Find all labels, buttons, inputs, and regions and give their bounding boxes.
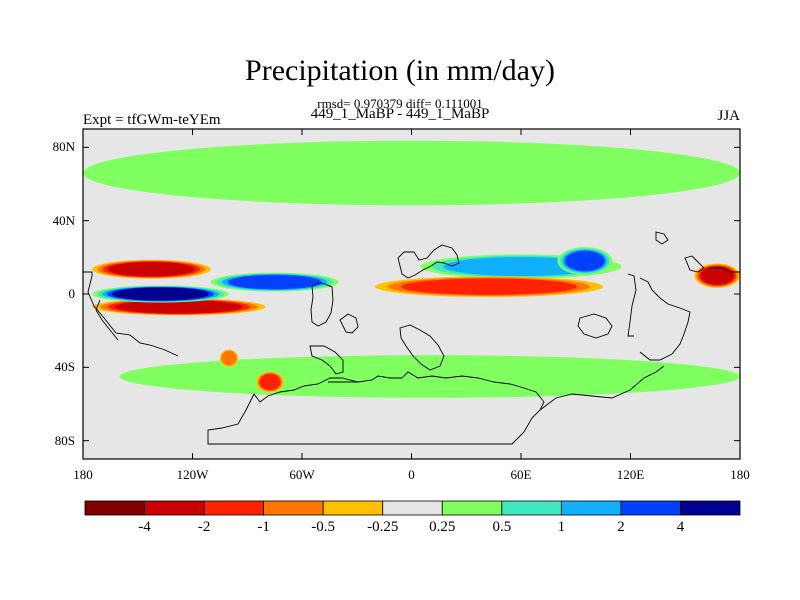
- x-tick-label: 120E: [616, 467, 645, 482]
- axis-ticks: [82, 129, 741, 459]
- colorbar-label: -4: [138, 519, 151, 535]
- colorbar-swatch: [620, 500, 681, 516]
- colorbar-label: -0.5: [311, 519, 336, 535]
- precip-anomaly-dry: [107, 261, 195, 277]
- y-tick-label: 0: [68, 286, 76, 301]
- stats-line: rmsd= 0.970379 diff= 0.111001: [317, 96, 483, 111]
- precip-field: [83, 129, 740, 459]
- colorbar-label: 0.25: [429, 519, 456, 535]
- precip-anomaly-dry: [115, 300, 243, 314]
- colorbar-swatch: [84, 500, 145, 516]
- colorbar-swatch: [501, 500, 562, 516]
- colorbar-label: 4: [676, 519, 685, 535]
- colorbar-label: -1: [257, 519, 270, 535]
- colorbar-label: -0.25: [367, 519, 399, 535]
- colorbar-swatch: [322, 500, 384, 516]
- precip-anomaly-wet: [112, 287, 210, 301]
- y-tick-label: 80N: [52, 139, 75, 155]
- colorbar: [84, 500, 741, 516]
- x-tick-label: 180: [730, 467, 750, 482]
- colorbar-label: 2: [617, 519, 625, 535]
- precip-anomaly-wet: [83, 140, 740, 206]
- plot-title: Precipitation (in mm/day): [245, 54, 555, 87]
- colorbar-swatch: [203, 500, 265, 516]
- x-tick-label: 0: [408, 467, 415, 482]
- x-tick-label: 60E: [510, 467, 532, 482]
- colorbar-label: -2: [197, 519, 211, 535]
- expt-label: Expt = tfGWm-teYEm: [83, 112, 221, 128]
- precip-anomaly-dry: [700, 266, 734, 285]
- colorbar-label: 1: [557, 519, 566, 535]
- precip-anomaly-dry: [259, 373, 281, 391]
- colorbar-swatch: [441, 500, 503, 516]
- precip-anomaly-wet: [564, 250, 605, 272]
- y-tick-label: 80S: [54, 432, 75, 448]
- colorbar-swatch: [263, 500, 324, 516]
- experiment-names: 449_1_MaBP - 449_1_MaBP: [310, 106, 490, 122]
- y-tick-label: 40N: [52, 212, 75, 228]
- precip-anomaly-wet: [227, 274, 322, 290]
- season-label: JJA: [717, 108, 740, 124]
- colorbar-swatch: [560, 500, 622, 516]
- x-tick-label: 60W: [289, 467, 315, 482]
- y-tick-label: 40S: [54, 359, 75, 375]
- precip-anomaly-dry: [221, 350, 237, 366]
- colorbar-swatch: [144, 500, 205, 516]
- colorbar-swatch: [680, 500, 741, 516]
- colorbar-label: 0.5: [492, 519, 512, 535]
- coastlines: [83, 231, 740, 445]
- x-tick-label: 180: [73, 467, 93, 482]
- precip-anomaly-dry: [401, 278, 578, 295]
- colorbar-swatch: [382, 500, 443, 516]
- x-tick-label: 120W: [176, 467, 209, 482]
